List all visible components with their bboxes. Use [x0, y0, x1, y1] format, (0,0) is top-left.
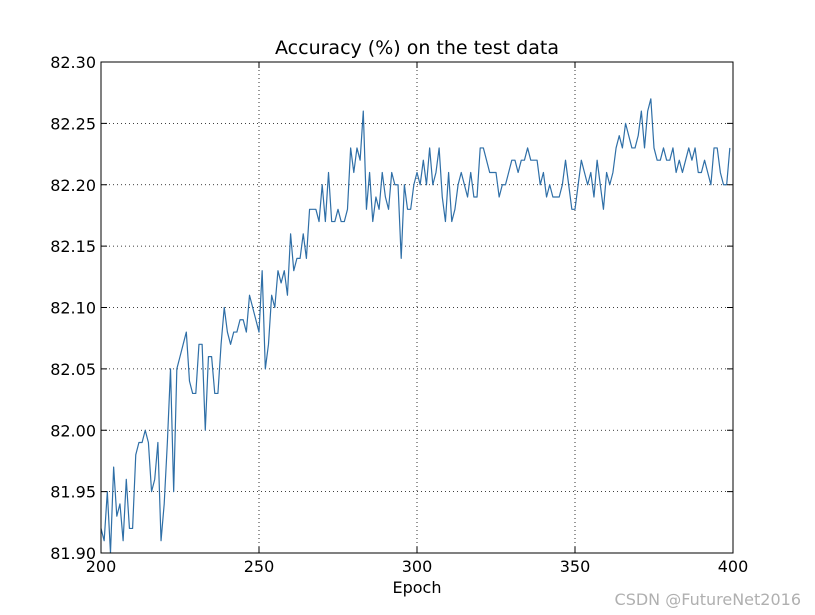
accuracy-series-line: [100, 98, 731, 554]
x-axis-label: Epoch: [393, 578, 442, 597]
chart-title: Accuracy (%) on the test data: [275, 37, 559, 59]
y-tick-label: 82.25: [50, 114, 96, 133]
grid-lines: [101, 62, 733, 553]
x-tick-label: 250: [244, 557, 275, 576]
x-tick-label: 200: [86, 557, 117, 576]
y-tick-label: 82.15: [50, 237, 96, 256]
y-tick-label: 82.00: [50, 421, 96, 440]
y-tick-label: 82.05: [50, 360, 96, 379]
y-tick-label: 82.30: [50, 53, 96, 72]
x-tick-label: 300: [402, 557, 433, 576]
axis-ticks: 200 250 300 350 400 81.90 81.95 82.00 82.05 82.10…: [50, 53, 748, 576]
y-tick-label: 81.90: [50, 544, 96, 563]
x-tick-label: 350: [560, 557, 591, 576]
watermark: CSDN @FutureNet2016: [614, 590, 801, 609]
x-tick-label: 400: [718, 557, 749, 576]
y-tick-label: 81.95: [50, 483, 96, 502]
y-tick-label: 82.20: [50, 176, 96, 195]
y-tick-label: 82.10: [50, 299, 96, 318]
